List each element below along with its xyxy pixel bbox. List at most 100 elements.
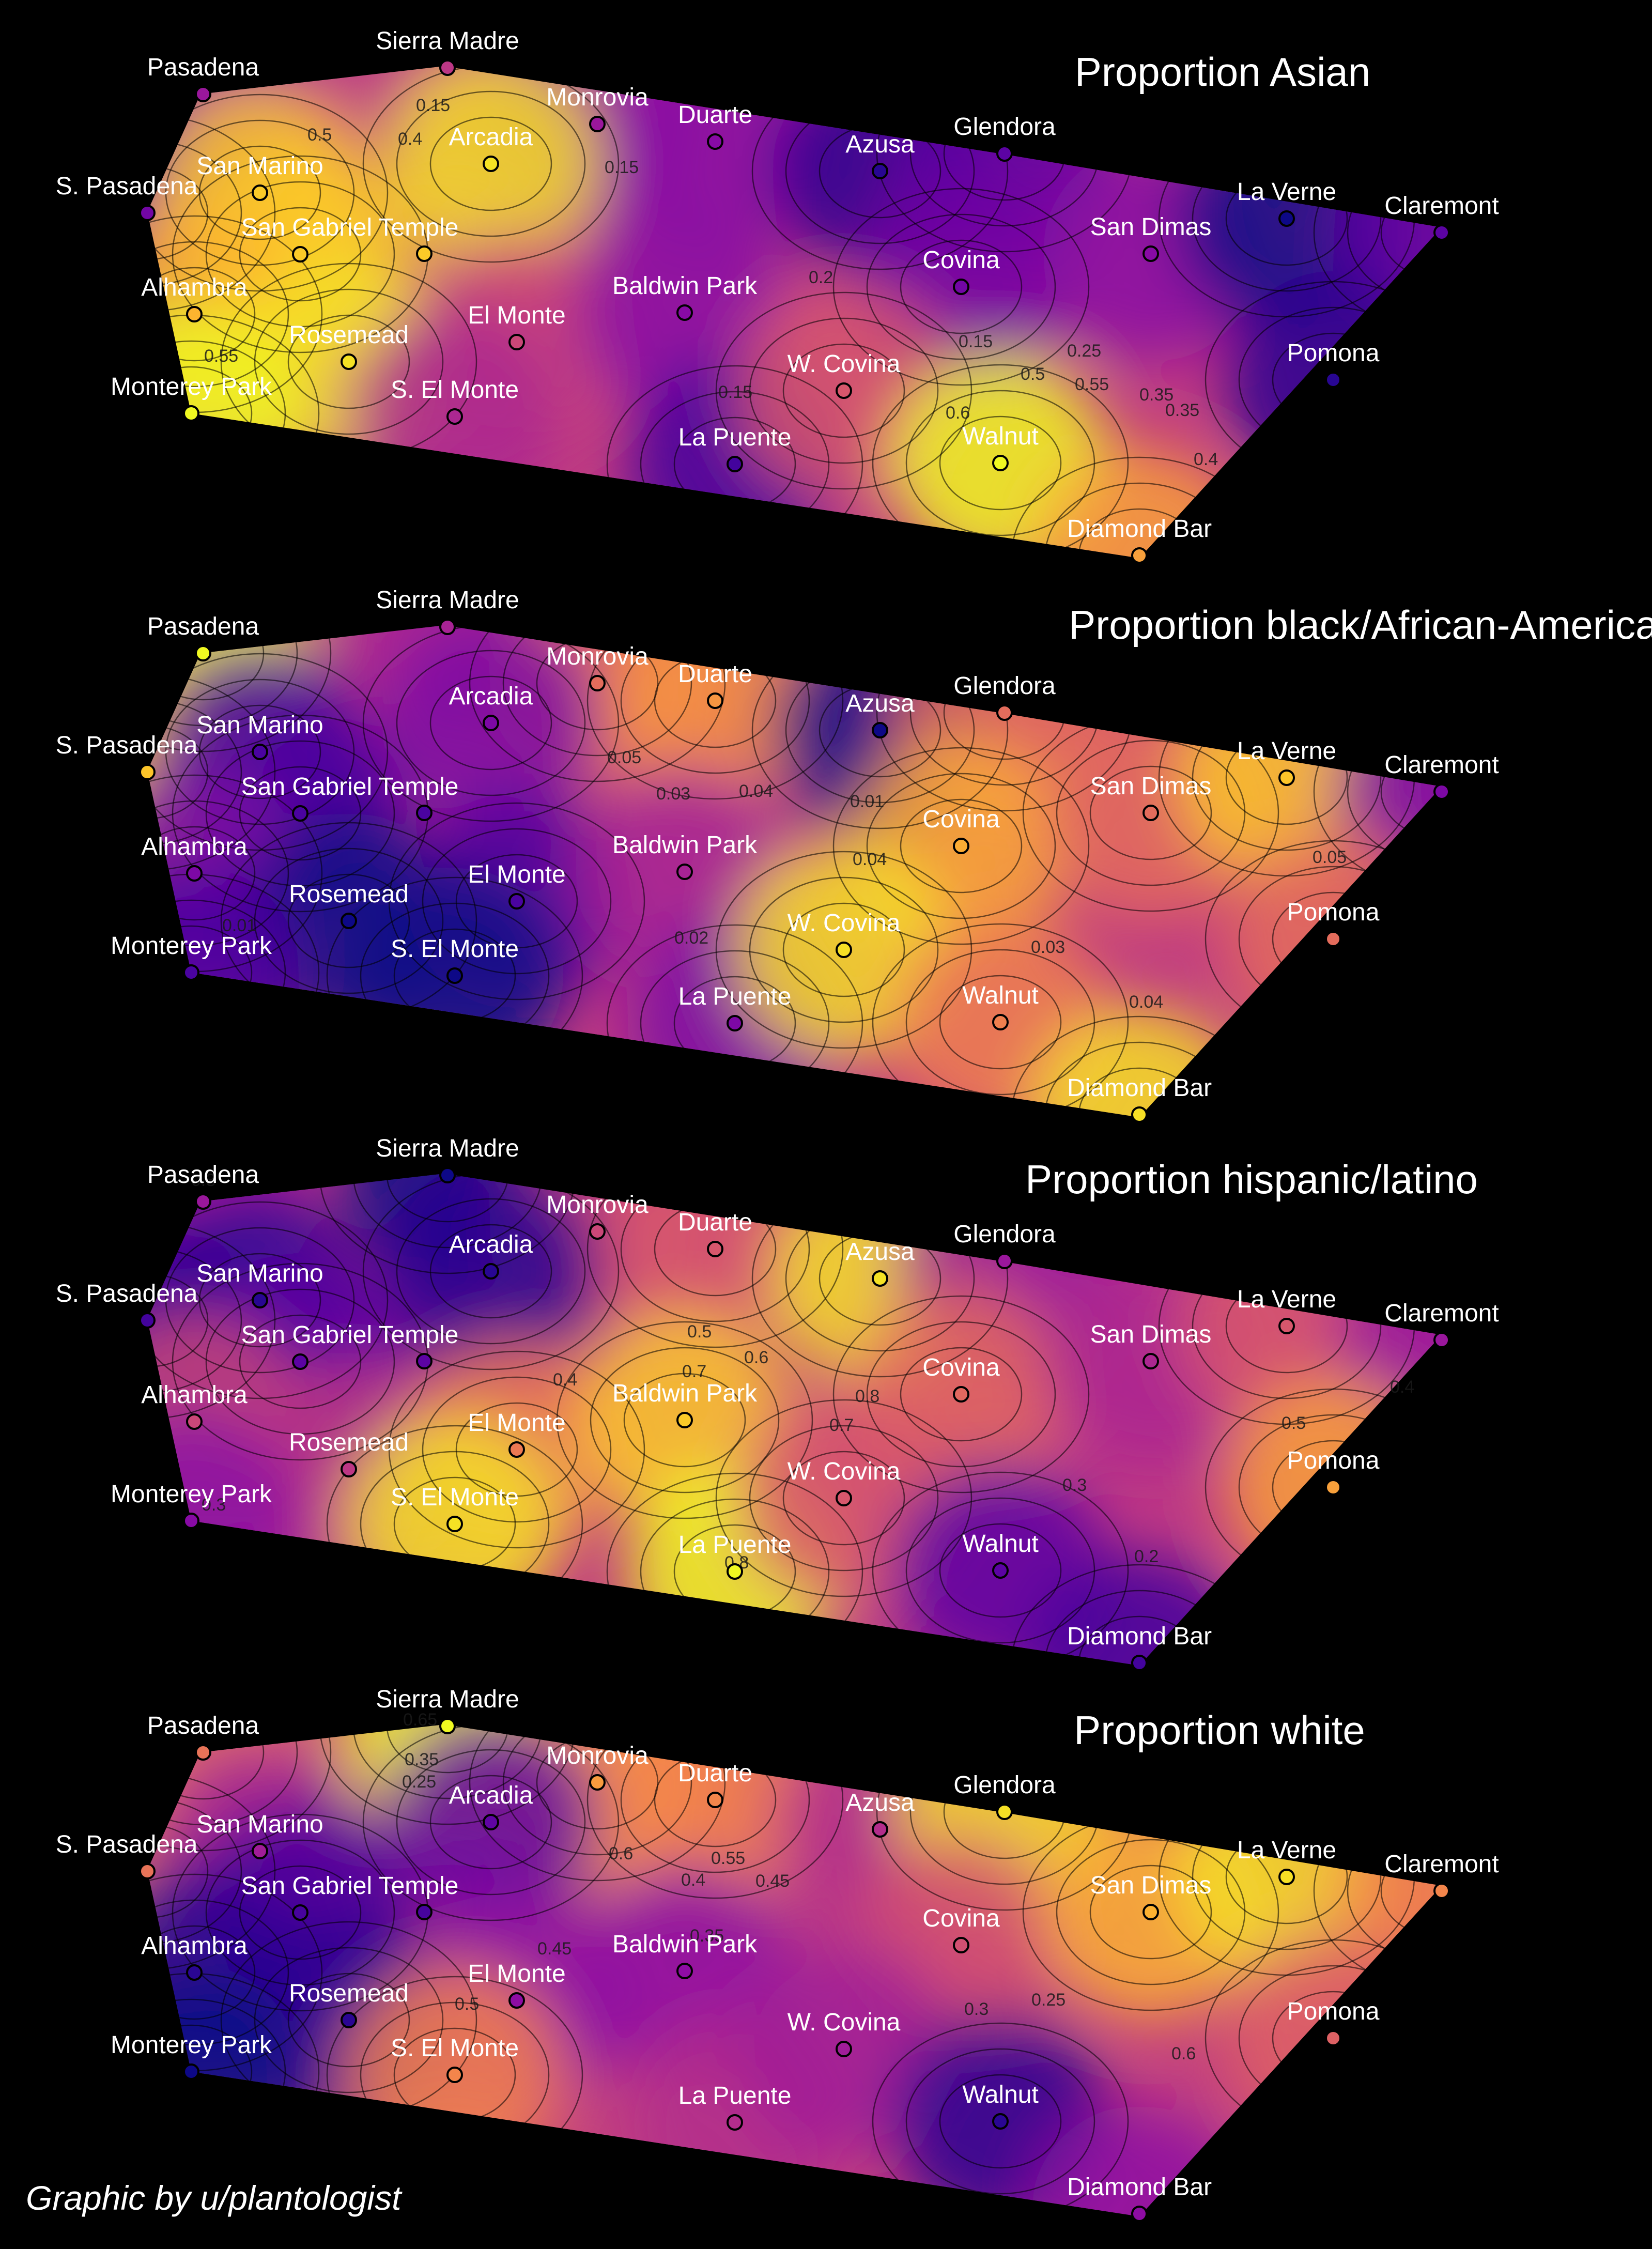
- city-marker[interactable]: [252, 1292, 268, 1308]
- city-marker[interactable]: [1278, 769, 1295, 786]
- city-marker[interactable]: [727, 1563, 743, 1580]
- city-marker[interactable]: [508, 334, 525, 350]
- city-marker[interactable]: [992, 2113, 1009, 2130]
- city-marker[interactable]: [707, 1792, 723, 1808]
- city-marker[interactable]: [872, 1270, 888, 1287]
- city-marker[interactable]: [139, 1863, 156, 1880]
- city-marker[interactable]: [727, 2114, 743, 2131]
- city-marker[interactable]: [953, 1386, 969, 1403]
- city-marker[interactable]: [195, 1744, 211, 1761]
- city-marker[interactable]: [139, 764, 156, 780]
- city-marker[interactable]: [1433, 1883, 1450, 1899]
- city-marker[interactable]: [1325, 2030, 1341, 2046]
- city-marker[interactable]: [252, 184, 268, 201]
- city-marker[interactable]: [183, 405, 199, 422]
- city-marker[interactable]: [1142, 1904, 1159, 1920]
- city-marker[interactable]: [1142, 1353, 1159, 1369]
- city-marker[interactable]: [676, 864, 693, 880]
- city-marker[interactable]: [953, 838, 969, 854]
- city-marker[interactable]: [483, 1263, 499, 1280]
- city-marker[interactable]: [589, 675, 606, 691]
- city-marker[interactable]: [439, 1167, 456, 1183]
- city-marker[interactable]: [186, 865, 203, 882]
- city-marker[interactable]: [836, 942, 852, 958]
- city-marker[interactable]: [676, 304, 693, 321]
- city-marker[interactable]: [446, 967, 463, 984]
- city-marker[interactable]: [836, 2041, 852, 2057]
- city-marker[interactable]: [1278, 1318, 1295, 1334]
- city-marker[interactable]: [483, 156, 499, 172]
- city-marker[interactable]: [508, 1441, 525, 1458]
- city-marker[interactable]: [439, 59, 456, 76]
- city-marker[interactable]: [1325, 931, 1341, 947]
- city-marker[interactable]: [1433, 1332, 1450, 1348]
- city-marker[interactable]: [195, 645, 211, 661]
- city-marker[interactable]: [1278, 210, 1295, 227]
- city-marker[interactable]: [183, 2063, 199, 2080]
- city-marker[interactable]: [727, 456, 743, 472]
- city-marker[interactable]: [292, 1904, 308, 1921]
- city-marker[interactable]: [186, 1413, 203, 1430]
- city-marker[interactable]: [252, 744, 268, 760]
- city-marker[interactable]: [1325, 372, 1341, 388]
- city-marker[interactable]: [183, 1513, 199, 1529]
- city-marker[interactable]: [252, 1843, 268, 1859]
- city-marker[interactable]: [446, 1516, 463, 1532]
- city-marker[interactable]: [292, 805, 308, 822]
- city-marker[interactable]: [341, 2012, 357, 2028]
- city-marker[interactable]: [872, 163, 888, 179]
- city-marker[interactable]: [1433, 783, 1450, 800]
- city-marker[interactable]: [341, 913, 357, 929]
- city-marker[interactable]: [992, 1562, 1009, 1579]
- city-marker[interactable]: [953, 279, 969, 295]
- temple-marker[interactable]: [416, 1904, 433, 1920]
- city-marker[interactable]: [1131, 2206, 1148, 2222]
- city-marker[interactable]: [872, 1821, 888, 1838]
- city-marker[interactable]: [139, 205, 156, 221]
- city-marker[interactable]: [1142, 805, 1159, 821]
- city-marker[interactable]: [707, 133, 723, 150]
- city-marker[interactable]: [996, 1253, 1013, 1269]
- city-marker[interactable]: [992, 1014, 1009, 1030]
- city-marker[interactable]: [1131, 1655, 1148, 1671]
- city-marker[interactable]: [589, 1223, 606, 1240]
- city-marker[interactable]: [872, 722, 888, 738]
- city-marker[interactable]: [508, 893, 525, 910]
- city-marker[interactable]: [186, 306, 203, 322]
- city-marker[interactable]: [439, 619, 456, 635]
- city-marker[interactable]: [446, 408, 463, 425]
- city-marker[interactable]: [1278, 1869, 1295, 1885]
- city-marker[interactable]: [483, 1814, 499, 1830]
- city-marker[interactable]: [1131, 1106, 1148, 1123]
- city-marker[interactable]: [676, 1412, 693, 1428]
- city-marker[interactable]: [439, 1718, 456, 1734]
- city-marker[interactable]: [139, 1312, 156, 1329]
- temple-marker[interactable]: [416, 1353, 433, 1369]
- city-marker[interactable]: [1131, 547, 1148, 564]
- city-marker[interactable]: [953, 1937, 969, 1953]
- city-marker[interactable]: [836, 382, 852, 399]
- city-marker[interactable]: [992, 455, 1009, 471]
- city-marker[interactable]: [341, 1461, 357, 1477]
- city-marker[interactable]: [186, 1964, 203, 1981]
- city-marker[interactable]: [1142, 245, 1159, 262]
- city-marker[interactable]: [589, 1774, 606, 1791]
- city-marker[interactable]: [727, 1015, 743, 1031]
- city-marker[interactable]: [508, 1992, 525, 2009]
- city-marker[interactable]: [996, 1804, 1013, 1820]
- city-marker[interactable]: [996, 704, 1013, 721]
- city-marker[interactable]: [195, 86, 211, 102]
- temple-marker[interactable]: [416, 245, 433, 262]
- city-marker[interactable]: [1325, 1479, 1341, 1496]
- city-marker[interactable]: [195, 1193, 211, 1210]
- city-marker[interactable]: [589, 116, 606, 132]
- city-marker[interactable]: [483, 715, 499, 731]
- city-marker[interactable]: [676, 1963, 693, 1979]
- city-marker[interactable]: [446, 2067, 463, 2083]
- city-marker[interactable]: [836, 1490, 852, 1506]
- city-marker[interactable]: [341, 353, 357, 370]
- city-marker[interactable]: [183, 964, 199, 981]
- city-marker[interactable]: [1433, 224, 1450, 241]
- city-marker[interactable]: [292, 1353, 308, 1370]
- temple-marker[interactable]: [416, 805, 433, 821]
